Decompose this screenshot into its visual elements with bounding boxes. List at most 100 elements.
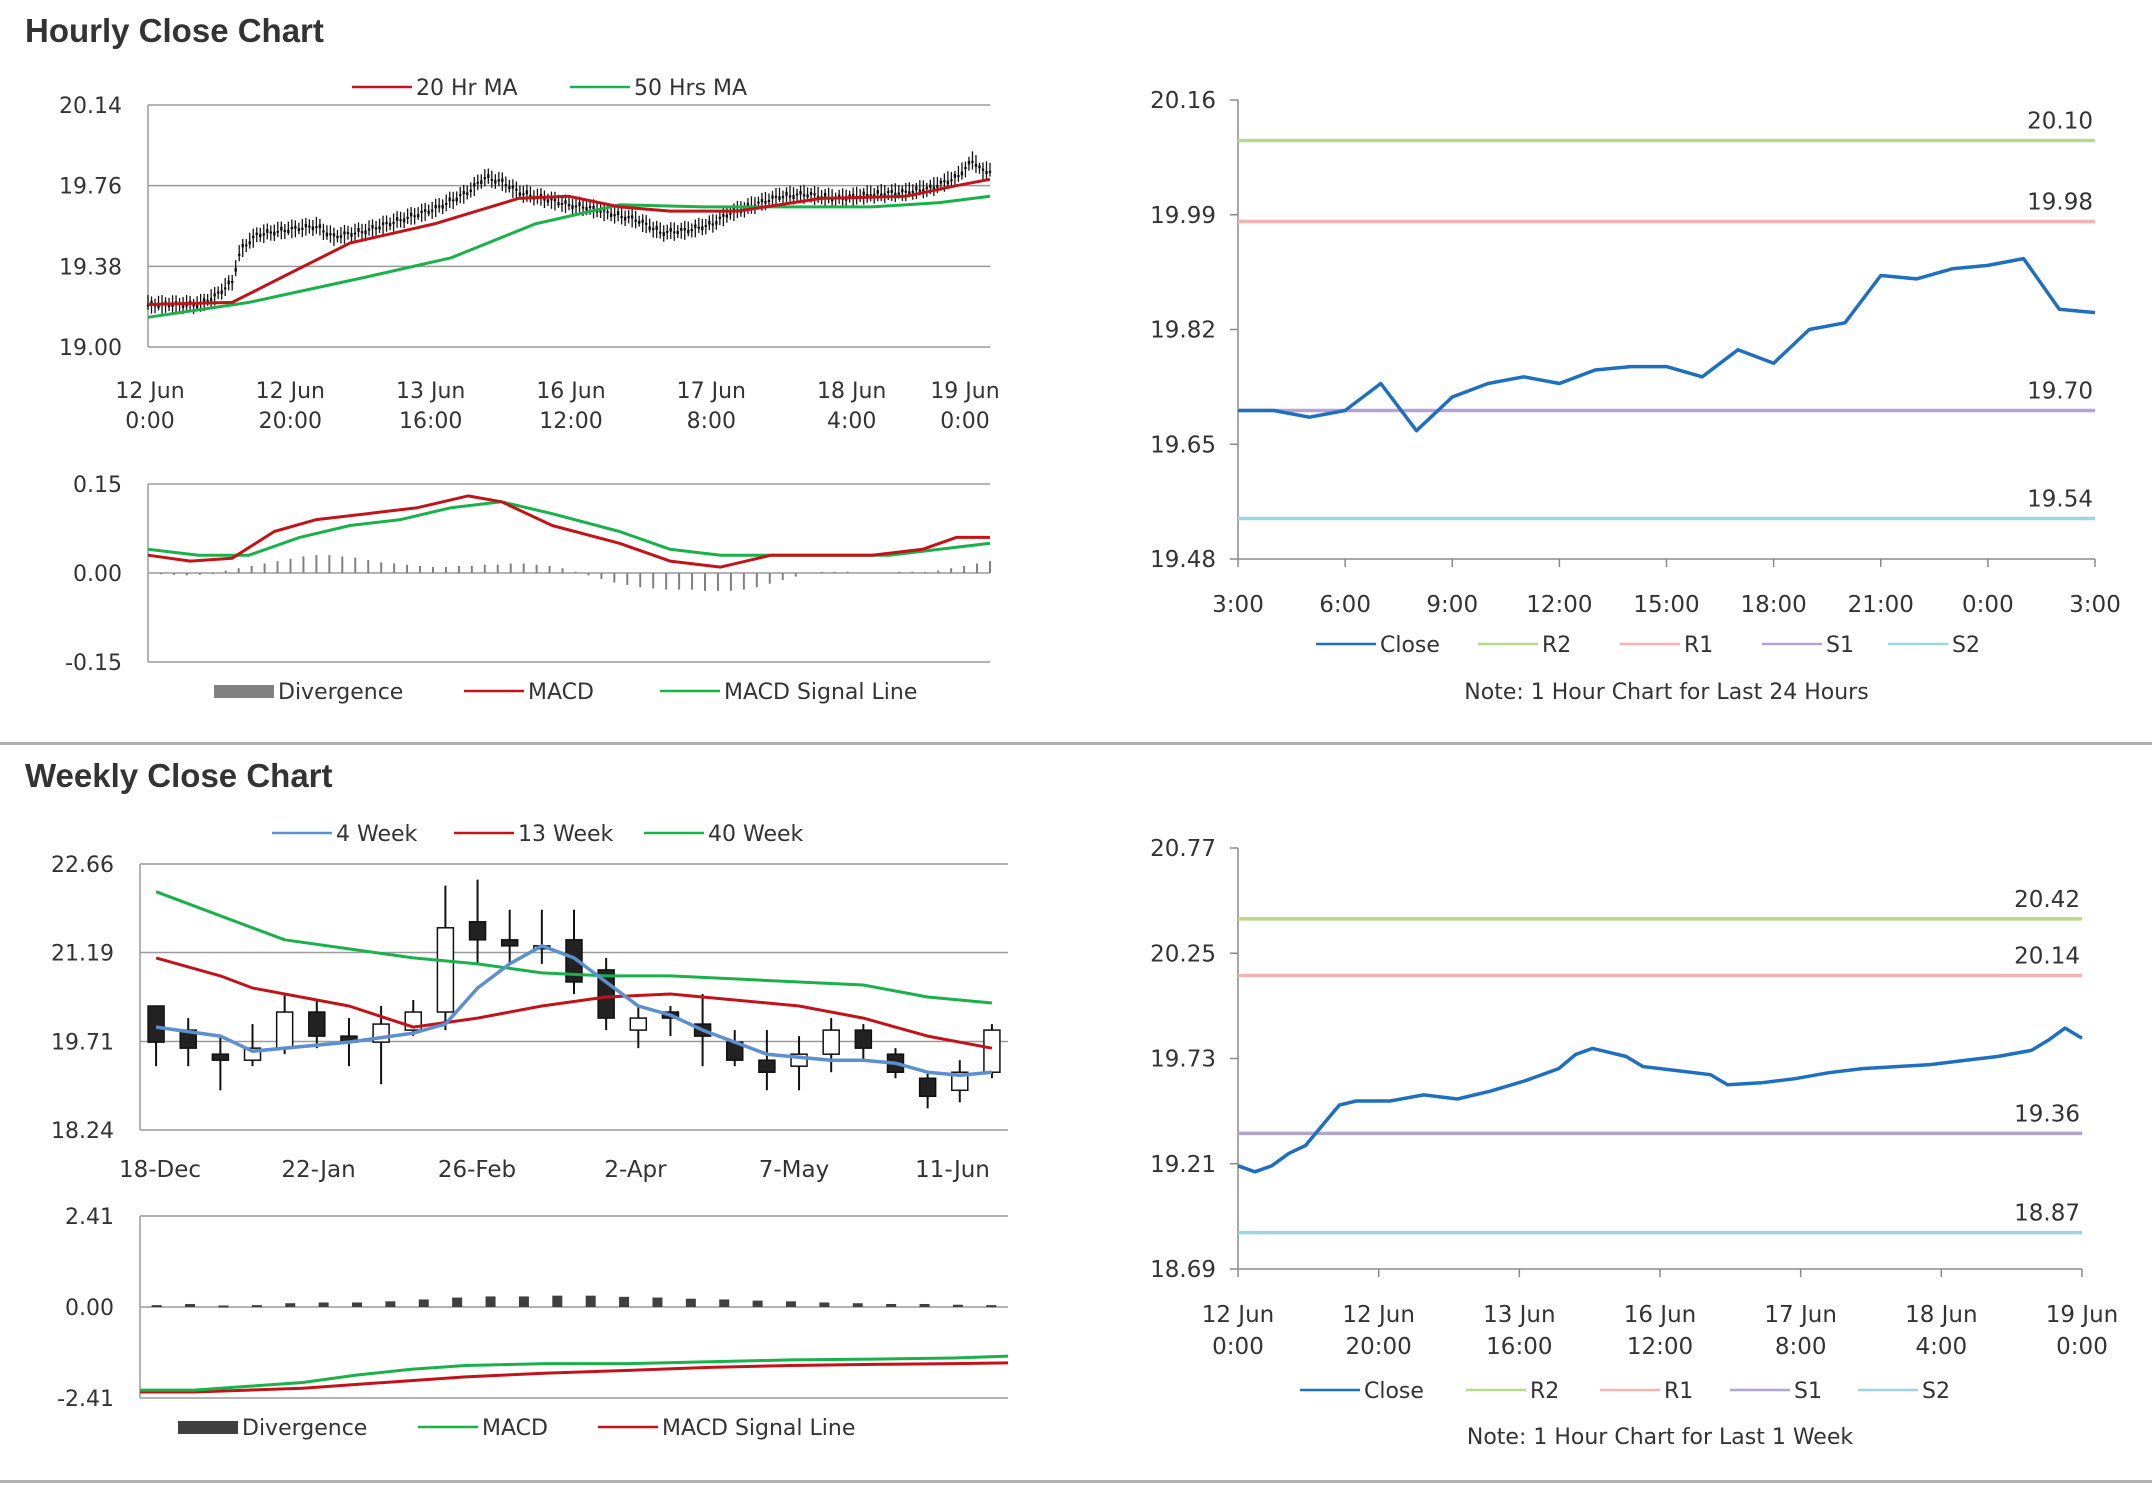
hourly-candle-body: [581, 206, 585, 209]
hourly-candle-body: [764, 200, 767, 204]
weekly-divergence-bar: [986, 1305, 997, 1308]
weekly-divergence-bar: [786, 1301, 796, 1307]
hourly-price-xtick-label: 20:00: [259, 409, 322, 434]
weekly-divergence-bar: [886, 1303, 897, 1307]
weekly-pivot-xtick-label: 20:00: [1346, 1334, 1412, 1360]
hourly-candle-body: [360, 231, 364, 234]
hourly-candle-body: [339, 235, 343, 238]
hourly-candle-body: [669, 228, 672, 232]
hourly-candle-body: [641, 219, 644, 223]
hourly-candle-body: [202, 298, 206, 302]
hourly-candle-body: [792, 195, 795, 199]
weekly-macd-ytick-label: 2.41: [65, 1205, 114, 1230]
hourly-candle-body: [922, 189, 925, 193]
hourly-candle-body: [673, 231, 676, 234]
hourly-candle-body: [687, 229, 690, 234]
hourly-candle-body: [483, 177, 486, 180]
hourly-candle-body: [806, 194, 809, 198]
hourly-candle-body: [388, 222, 392, 227]
hourly-candle-body: [487, 174, 490, 179]
weekly-divergence-bar: [719, 1299, 730, 1307]
hourly-price-xtick-label: 18 Jun: [817, 379, 886, 404]
hourly-candle-body: [381, 222, 385, 226]
hourly-candle-body: [634, 219, 637, 222]
hourly-candle-body: [757, 201, 760, 204]
weekly-divergence-bar: [485, 1296, 496, 1307]
hourly-candle-body: [953, 173, 957, 178]
hourly-candle-body: [760, 199, 764, 203]
hourly-candle-body: [901, 188, 904, 193]
hourly-candle-body: [936, 185, 939, 188]
weekly-40w-line: [155, 890, 993, 1005]
hourly-macd-line: [147, 494, 990, 569]
hourly-candle-body: [409, 212, 413, 217]
hourly-candle-body: [508, 186, 511, 190]
hourly-candle-body: [599, 210, 602, 213]
hourly-candle-body: [708, 220, 711, 225]
weekly-pivot-xtick-label: 16 Jun: [1624, 1302, 1697, 1328]
weekly-candle-body: [854, 1029, 873, 1049]
hourly-candle-body: [441, 204, 444, 209]
weekly-pivot-legend-label: S1: [1794, 1379, 1822, 1404]
weekly-pivot-legend-label: R1: [1664, 1379, 1693, 1404]
hourly-candle-body: [287, 229, 290, 233]
weekly-divergence-bar: [752, 1300, 763, 1307]
hourly-candle-body: [799, 191, 802, 195]
weekly-pivot-ytick-label: 20.25: [1150, 941, 1216, 967]
hourly-candle-body: [964, 166, 967, 169]
weekly-divergence-bar: [418, 1299, 429, 1307]
hourly-section-title: Hourly Close Chart: [25, 12, 324, 49]
hourly-pivot-xtick-label: 15:00: [1633, 592, 1699, 618]
hourly-pivot-ytick-label: 19.99: [1150, 203, 1216, 229]
hourly-candle-body: [392, 221, 395, 224]
hourly-candle-body: [234, 267, 237, 272]
hourly-macd-legend-label: MACD: [528, 680, 594, 705]
hourly-pivot-xtick-label: 3:00: [2069, 592, 2121, 618]
weekly-candle-body: [822, 1029, 840, 1055]
hourly-candle-body: [943, 180, 946, 183]
hourly-price-xtick-label: 12:00: [539, 409, 602, 434]
weekly-macd-legend-label: MACD Signal Line: [662, 1416, 855, 1441]
hourly-candle-body: [606, 211, 609, 214]
weekly-divergence-bar: [518, 1296, 529, 1307]
hourly-price-xtick-label: 19 Jun: [930, 379, 999, 404]
hourly-candle-body: [273, 231, 276, 236]
weekly-pivot-legend-label: R2: [1530, 1379, 1559, 1404]
hourly-candle-body: [627, 216, 630, 219]
hourly-candle-body: [918, 189, 922, 192]
hourly-price-xtick-label: 8:00: [687, 409, 736, 434]
hourly-candle-body: [255, 232, 258, 236]
hourly-price-xtick-label: 12 Jun: [115, 379, 184, 404]
hourly-candle-body: [336, 235, 339, 239]
weekly-candle-body: [565, 939, 583, 983]
hourly-candle-body: [637, 221, 641, 224]
hourly-candle-body: [616, 211, 620, 216]
hourly-candle-body: [974, 163, 978, 167]
hourly-candle-body: [315, 226, 318, 228]
hourly-candle-body: [908, 191, 911, 196]
weekly-pivot-s2-label: 18.87: [2014, 1201, 2080, 1227]
hourly-candle-body: [252, 235, 255, 239]
hourly-candle-body: [778, 196, 781, 200]
hourly-candle-body: [767, 199, 771, 203]
hourly-candle-body: [788, 195, 792, 198]
hourly-candle-body: [746, 203, 750, 207]
weekly-divergence-bar: [585, 1295, 596, 1307]
weekly-divergence-bar: [452, 1297, 463, 1307]
hourly-candle-body: [213, 293, 216, 297]
hourly-candle-body: [652, 228, 655, 231]
hourly-candle-body: [866, 193, 869, 196]
hourly-pivot-xtick-label: 0:00: [1962, 592, 2014, 618]
hourly-candle-body: [490, 178, 494, 181]
hourly-candle-body: [553, 198, 557, 202]
hourly-pivot-legend-label: R2: [1542, 633, 1571, 658]
hourly-candle-body: [195, 304, 199, 309]
hourly-price-xtick-label: 0:00: [940, 409, 989, 434]
hourly-candle-body: [332, 233, 336, 237]
hourly-candle-body: [683, 228, 686, 231]
hourly-candle-body: [437, 205, 441, 208]
hourly-candle-body: [771, 195, 774, 199]
hourly-candle-body: [897, 192, 900, 195]
hourly-candle-body: [529, 194, 532, 197]
weekly-macd-ytick-label: -2.41: [57, 1387, 114, 1412]
